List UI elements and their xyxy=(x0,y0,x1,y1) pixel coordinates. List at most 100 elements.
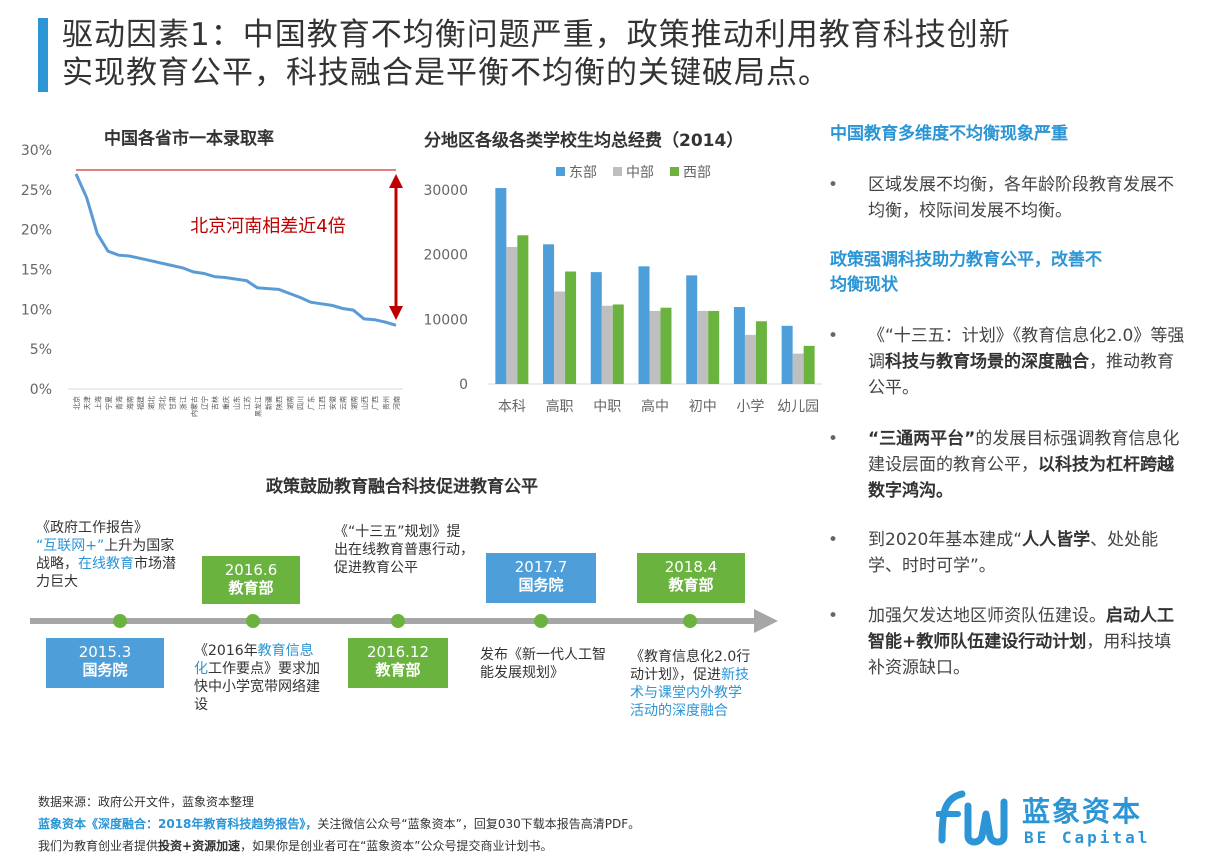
box-date: 2015.3 xyxy=(78,643,132,661)
bar-chart-title: 分地区各级各类学校生均总经费（2014） xyxy=(424,131,744,151)
x-tick-label: 广东 xyxy=(307,396,316,410)
x-tick-label: 江西 xyxy=(318,396,326,410)
title-line-1: 驱动因素1：中国教育不均衡问题严重，政策推动利用教育科技创新 xyxy=(62,17,1011,53)
x-tick-label: 广西 xyxy=(371,396,380,410)
timeline-note-2016-6: 《2016年教育信息化工作要点》要求加快中小学宽带网络建设 xyxy=(194,642,324,714)
y-tick-label: 15% xyxy=(21,263,52,279)
footer-text: ，如果你是创业者可在“蓝象资本”公众号提交商业计划书。 xyxy=(240,839,553,853)
bullet-2020-goal: • 到2020年基本建成“人人皆学、处处能学、时时可学”。 xyxy=(828,527,1186,579)
section-heading-inequality: 中国教育多维度不均衡现象严重 xyxy=(830,124,1068,144)
x-tick-label: 河南 xyxy=(392,396,401,410)
x-tick-label: 海南 xyxy=(125,396,134,410)
x-tick-label: 小学 xyxy=(736,399,764,415)
bar xyxy=(601,305,613,384)
footer-report-title: 蓝象资本《深度融合：2018年教育科技趋势报告》， xyxy=(38,817,318,831)
x-tick-label: 青海 xyxy=(115,396,124,410)
x-tick-label: 上海 xyxy=(93,396,102,410)
timeline-note-2016-12: 《“十三五”规划》提出在线教育普惠行动，促进教育公平 xyxy=(334,523,474,577)
y-tick-label: 5% xyxy=(30,342,52,358)
bullet-dot: • xyxy=(828,530,839,550)
timeline-node xyxy=(534,614,548,628)
footer-text: 我们为教育创业者提供 xyxy=(38,839,159,853)
timeline-node xyxy=(683,614,697,628)
bullet-text: 到2020年基本建成“ xyxy=(868,530,1023,550)
x-tick-label: 江苏 xyxy=(243,396,252,410)
timeline-node xyxy=(113,614,127,628)
footer-offer: 我们为教育创业者提供投资+资源加速，如果你是创业者可在“蓝象资本”公众号提交商业… xyxy=(38,835,918,857)
bullet-text: ，用科技填补资源缺口。 xyxy=(868,632,1172,678)
x-tick-label: 高中 xyxy=(641,398,669,415)
box-date: 2018.4 xyxy=(664,558,718,576)
timeline-title: 政策鼓励教育融合科技促进教育公平 xyxy=(266,477,538,497)
logo-en: BE Capital xyxy=(1024,828,1151,847)
bullet-teachers: • 加强欠发达地区师资队伍建设。启动人工智能+教师队伍建设行动计划，用科技填补资… xyxy=(828,603,1186,681)
bullet-dot: • xyxy=(828,326,839,346)
x-tick-label: 安徽 xyxy=(328,396,337,410)
legend-label: 东部 xyxy=(569,165,597,181)
bullet-bold: 科技与教育场景的深度融合 xyxy=(885,352,1089,372)
timeline-box-2017-7: 2017.7 国务院 xyxy=(486,553,596,603)
footer: 数据来源：政府公开文件，蓝象资本整理 蓝象资本《深度融合：2018年教育科技趋势… xyxy=(38,791,918,857)
note-text: 《“十三五”规划》提出在线教育普惠行动，促进教育公平 xyxy=(334,524,474,576)
y-tick-label: 25% xyxy=(21,183,52,199)
x-tick-label: 宁夏 xyxy=(104,396,113,410)
bullet-text: 加强欠发达地区师资队伍建设。 xyxy=(868,606,1106,626)
x-tick-label: 重庆 xyxy=(221,396,230,410)
bullet-bold: “三通两平台” xyxy=(868,429,976,449)
x-tick-label: 辽宁 xyxy=(200,396,209,410)
x-tick-label: 内蒙古 xyxy=(189,396,198,417)
timeline-arrow-head xyxy=(754,609,778,633)
heading-line-1: 政策强调科技助力教育公平，改善不 xyxy=(830,250,1102,270)
x-tick-label: 天津 xyxy=(84,396,92,410)
title-accent-bar xyxy=(38,18,48,92)
bullet-regional: • 区域发展不均衡，各年龄阶段教育发展不均衡，校际间发展不均衡。 xyxy=(828,172,1188,224)
bar xyxy=(803,345,815,384)
note-text: 《2016年 xyxy=(194,643,258,659)
x-tick-label: 黑龙江 xyxy=(253,396,262,417)
bar xyxy=(517,235,529,384)
note-highlight: “互联网+” xyxy=(36,538,105,554)
timeline-node xyxy=(246,614,260,628)
note-text: 市场潜力巨大 xyxy=(36,556,176,590)
y-tick-label: 0 xyxy=(459,377,468,393)
x-tick-label: 湖南 xyxy=(349,396,358,410)
bar xyxy=(744,334,756,384)
legend-swatch xyxy=(613,167,622,176)
x-tick-label: 中职 xyxy=(593,399,621,415)
series-line xyxy=(74,173,397,327)
bar xyxy=(697,310,709,384)
timeline-note-2017-7: 发布《新一代人工智能发展规划》 xyxy=(480,646,610,682)
x-tick-label: 北京 xyxy=(72,396,81,410)
x-tick-label: 福建 xyxy=(136,396,145,410)
bullet-bold: 人人皆学 xyxy=(1022,530,1091,550)
bar xyxy=(792,353,804,384)
timeline-box-2015-3: 2015.3 国务院 xyxy=(46,638,164,688)
x-tick-label: 山东 xyxy=(232,396,241,410)
logo-mark-icon xyxy=(936,790,1008,846)
bullet-text: ，推动教育公平。 xyxy=(868,352,1174,398)
bar xyxy=(543,244,555,384)
x-tick-label: 甘肃 xyxy=(168,396,177,410)
x-tick-label: 陕西 xyxy=(275,396,284,410)
bar xyxy=(660,307,672,384)
y-tick-label: 30000 xyxy=(423,183,468,199)
bar xyxy=(495,188,507,384)
y-tick-label: 30% xyxy=(21,143,52,159)
legend-label: 西部 xyxy=(683,165,711,181)
y-tick-label: 0% xyxy=(30,382,52,398)
note-highlight: 教育信息化 xyxy=(194,643,314,677)
x-tick-label: 初中 xyxy=(689,398,717,415)
bullet-three-links: • “三通两平台”的发展目标强调教育信息化建设层面的教育公平，以科技为杠杆跨越数… xyxy=(828,426,1186,504)
x-tick-label: 山西 xyxy=(360,396,369,410)
line-chart-title: 中国各省市一本录取率 xyxy=(104,129,274,149)
x-tick-label: 高职 xyxy=(546,398,574,415)
bar xyxy=(755,321,767,384)
note-highlight: 新技术与课堂内外教学活动的深度融合 xyxy=(630,667,749,719)
bullet-dot: • xyxy=(828,175,839,195)
bar-chart: 东部 中部 西部 30000 20000 10000 0 本科 高职 中职 高中 初中 小学 幼儿园 xyxy=(423,165,822,415)
timeline-box-2016-6: 2016.6 教育部 xyxy=(202,556,300,604)
gap-annotation: 北京河南相差近4倍 xyxy=(190,216,345,237)
note-text: 工作要点》要求加快中小学宽带网络建设 xyxy=(194,661,320,713)
x-tick-label: 吉林 xyxy=(211,396,220,410)
right-panel: 中国教育多维度不均衡现象严重 xyxy=(830,122,1190,147)
